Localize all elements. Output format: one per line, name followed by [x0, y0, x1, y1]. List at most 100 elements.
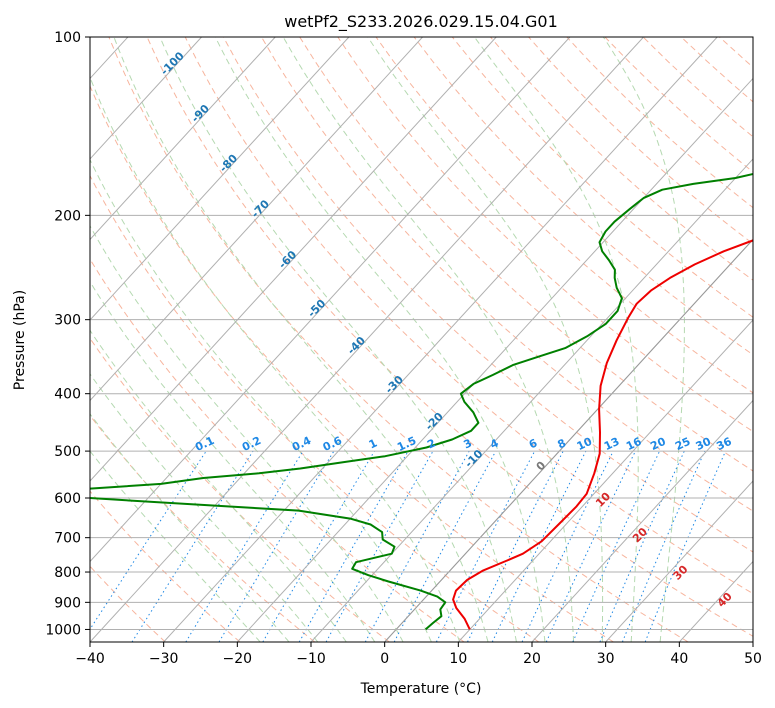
dry-adiabat	[758, 37, 775, 642]
y-tick-label: 700	[54, 531, 81, 547]
dry-adiabat	[90, 414, 316, 642]
mixing-ratio-line	[545, 450, 636, 642]
y-tick-label: 800	[54, 565, 81, 581]
dry-adiabat	[90, 258, 465, 642]
isotherm-line	[236, 77, 753, 642]
mixing-ratio-label: 16	[624, 435, 644, 453]
isotherm-line	[90, 37, 644, 642]
x-tick-label: 40	[670, 651, 688, 667]
dry-adiabat	[680, 37, 753, 103]
mixing-ratio-line	[131, 450, 254, 642]
moist-adiabat	[90, 329, 347, 642]
moist-adiabat	[159, 37, 517, 642]
isotherm-line	[531, 399, 753, 642]
moist-adiabat	[90, 373, 319, 642]
dry-adiabat	[108, 37, 689, 642]
isotherm-line	[90, 37, 423, 402]
isotherm-line	[752, 641, 753, 642]
dry-adiabat	[90, 565, 166, 642]
grid-lines	[90, 37, 753, 642]
isotherm-line	[90, 37, 202, 160]
isotherm-line	[90, 37, 350, 321]
dry-adiabat	[90, 490, 241, 642]
mixing-ratio-label: 10	[575, 435, 595, 453]
mixing-ratio-line	[90, 450, 207, 631]
isotherm-line	[163, 37, 718, 642]
y-axis-title: Pressure (hPa)	[12, 290, 28, 390]
dry-adiabat	[490, 37, 753, 281]
x-tick-label: 20	[523, 651, 541, 667]
dry-adiabat	[566, 37, 753, 209]
dry-adiabat-label: 10	[593, 490, 613, 510]
mixing-ratio-line	[467, 450, 564, 642]
y-tick-label: 900	[54, 595, 81, 611]
moist-adiabat	[214, 37, 546, 642]
mixing-ratio-label: 36	[714, 435, 734, 453]
dry-adiabat	[719, 37, 753, 68]
mixing-ratio-line	[364, 450, 470, 642]
x-tick-label: −20	[223, 651, 253, 667]
mixing-ratio-line	[393, 450, 497, 642]
x-tick-label: −30	[149, 651, 179, 667]
dry-adiabat	[184, 37, 753, 595]
isotherm-label: -100	[158, 49, 187, 78]
moist-adiabat	[473, 37, 639, 642]
isotherm-label: -50	[305, 297, 328, 320]
temperature-profile-line	[452, 239, 753, 630]
dry-adiabat	[90, 337, 390, 642]
mixing-ratio-label: 6	[527, 436, 540, 451]
mixing-ratio-label: 13	[602, 435, 621, 453]
zero-isotherm-line	[384, 238, 753, 642]
dry-adiabat	[451, 37, 753, 318]
moist-adiabat	[90, 158, 432, 642]
x-tick-label: −10	[296, 651, 326, 667]
x-tick-label: 50	[744, 651, 762, 667]
sounding-series	[90, 172, 753, 631]
plot-frame	[89, 36, 754, 643]
y-tick-label: 200	[54, 208, 81, 224]
y-tick-label: 500	[54, 444, 81, 460]
moist-adiabat	[90, 280, 376, 642]
dry-adiabat	[528, 37, 753, 245]
dewpoint-profile-line	[90, 172, 753, 631]
isotherm-line	[310, 158, 753, 642]
dry-adiabat	[222, 37, 753, 553]
dry-adiabat	[90, 84, 614, 642]
dry-adiabat-label: 30	[671, 563, 691, 583]
mixing-ratio-label: 1	[367, 436, 379, 451]
mixing-ratio-label: 4	[488, 436, 501, 451]
background-lines	[90, 37, 775, 642]
moist-adiabat	[602, 37, 685, 642]
mixing-ratio-line	[491, 450, 587, 642]
mixing-ratio-line	[435, 450, 536, 642]
mixing-ratio-label: 25	[673, 435, 692, 453]
x-tick-label: 0	[380, 651, 389, 667]
moist-adiabat	[113, 37, 489, 642]
moist-adiabat	[282, 37, 575, 642]
chart-title: wetPf2_S233.2026.029.15.04.G01	[284, 12, 558, 32]
dry-adiabat	[261, 37, 753, 512]
overlay-labels: -100-90-80-70-60-50-40-30-20-100.1 0.2 0.4…	[158, 49, 735, 610]
isotherm-label: -30	[383, 373, 406, 396]
isotherm-line	[90, 37, 571, 563]
dry-adiabat	[642, 37, 753, 138]
mixing-ratio-line	[218, 450, 335, 642]
isotherm-line	[90, 37, 276, 241]
dry-adiabat	[375, 37, 753, 394]
isotherm-label: -20	[423, 410, 446, 433]
moist-adiabat	[90, 413, 290, 642]
moist-adiabat	[367, 37, 604, 642]
dry-adiabat	[337, 37, 753, 433]
moist-adiabat	[90, 75, 461, 642]
isotherm-line	[90, 37, 497, 482]
dry-adiabat-label: 20	[630, 525, 650, 545]
y-tick-label: 600	[54, 491, 81, 507]
x-axis-title: Temperature (°C)	[360, 681, 482, 697]
moist-adiabat	[90, 450, 261, 642]
axes: −40 −30 −20 −10 0 10 20 30 40 50 100 200 300 400 500 60…	[45, 30, 762, 667]
dry-adiabat	[146, 37, 753, 637]
mixing-ratio-label: 30	[694, 435, 714, 453]
isotherm-label: -40	[345, 334, 368, 357]
